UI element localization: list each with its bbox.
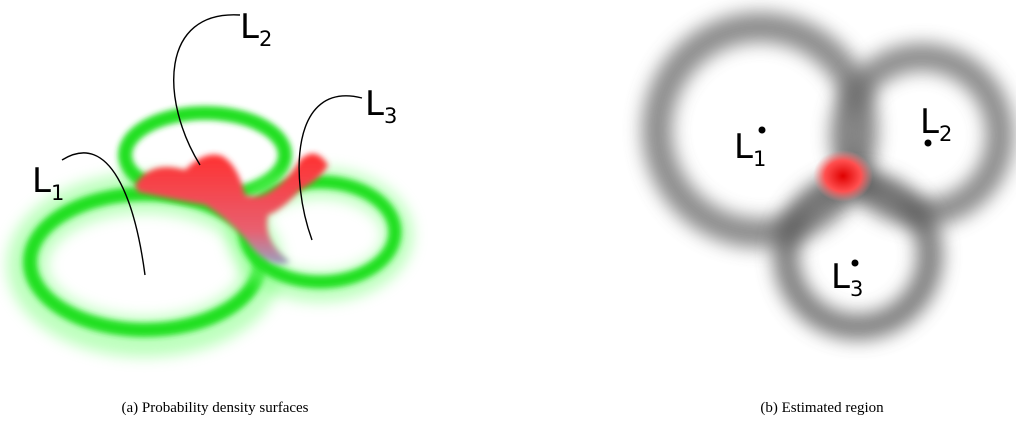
caption: (b) Estimated region — [760, 400, 884, 416]
caption: (a) Probability density surfaces — [121, 400, 308, 416]
density-surface — [27, 113, 398, 337]
anchor-dot — [759, 127, 766, 134]
label: L3 — [831, 257, 863, 301]
figure: L1 L2 L3 (a) Probability density surface… — [0, 0, 1016, 421]
panel-a: L1 L2 L3 (a) Probability density surface… — [27, 7, 398, 416]
anchor-dot — [852, 260, 859, 267]
density-rings — [657, 27, 1000, 327]
arrow — [174, 15, 240, 165]
panel-b: L1 L2 L3 (b) Estimated region — [657, 27, 1000, 416]
label: L2 — [240, 7, 272, 51]
label: L1 — [734, 127, 766, 171]
label: L1 — [32, 161, 64, 205]
label: L2 — [920, 102, 952, 146]
label: L3 — [365, 84, 397, 128]
